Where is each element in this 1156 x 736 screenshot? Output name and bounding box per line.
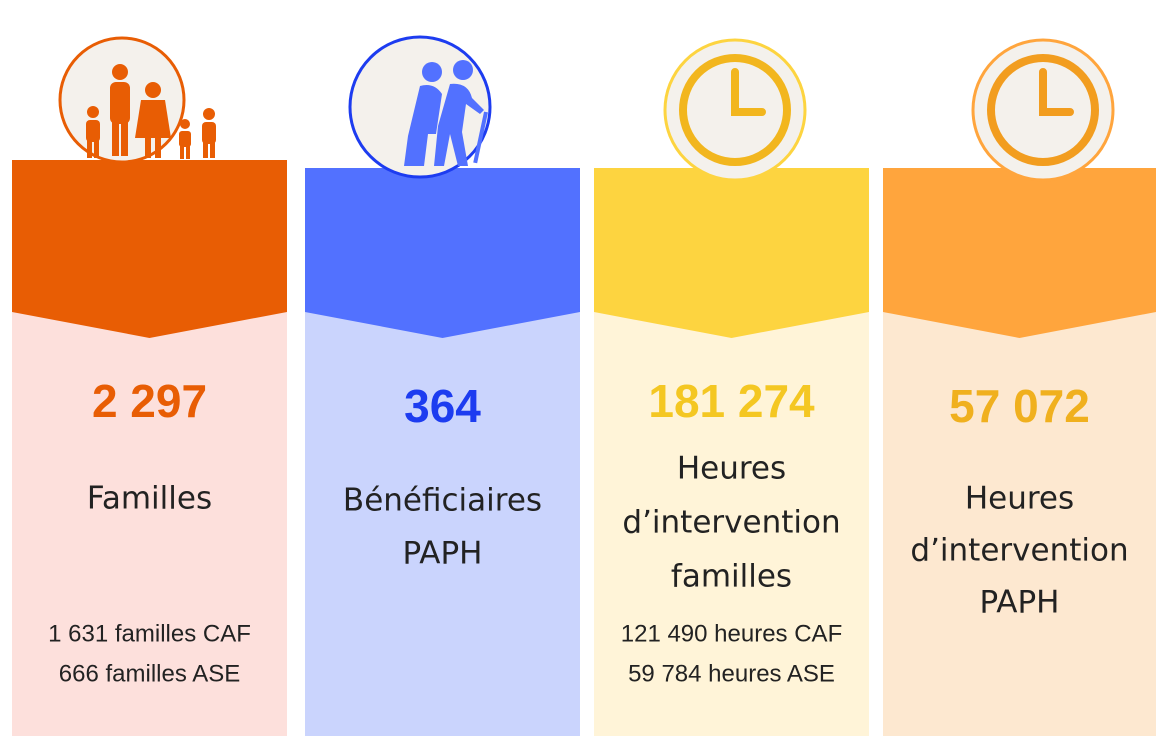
card-value: 364 <box>404 380 481 432</box>
clock-icon <box>987 54 1099 166</box>
card-value: 57 072 <box>949 380 1090 432</box>
elderly-icon <box>404 60 488 166</box>
card-label: PAPH <box>403 536 483 572</box>
card-panel <box>305 300 580 736</box>
card-label: PAPH <box>980 585 1060 621</box>
card-detail: 1 631 familles CAF <box>48 620 251 647</box>
card-detail: 666 familles ASE <box>59 660 240 687</box>
card-value: 181 274 <box>648 375 815 427</box>
cards: 2 297 Familles 1 631 familles CAF 666 famil… <box>12 160 1156 736</box>
card-banner <box>305 168 580 338</box>
card-detail: 59 784 heures ASE <box>628 660 835 687</box>
card-panel <box>883 300 1156 736</box>
card-panel <box>12 300 287 736</box>
card-banner <box>12 160 287 338</box>
card-banner <box>883 168 1156 338</box>
card-label: Heures <box>965 481 1074 517</box>
icons <box>58 35 1115 182</box>
card-value: 2 297 <box>92 375 207 427</box>
card-banner <box>594 168 869 338</box>
family-icon <box>86 64 216 159</box>
card-label: Heures <box>677 451 786 487</box>
card-label: Familles <box>87 481 212 517</box>
card-label: familles <box>671 559 792 595</box>
clock-icon <box>679 54 791 166</box>
card-detail: 121 490 heures CAF <box>621 620 842 647</box>
card-label: Bénéficiaires <box>343 483 542 519</box>
card-label: d’intervention <box>910 533 1128 569</box>
card-panel <box>594 300 869 736</box>
card-label: d’intervention <box>622 505 840 541</box>
